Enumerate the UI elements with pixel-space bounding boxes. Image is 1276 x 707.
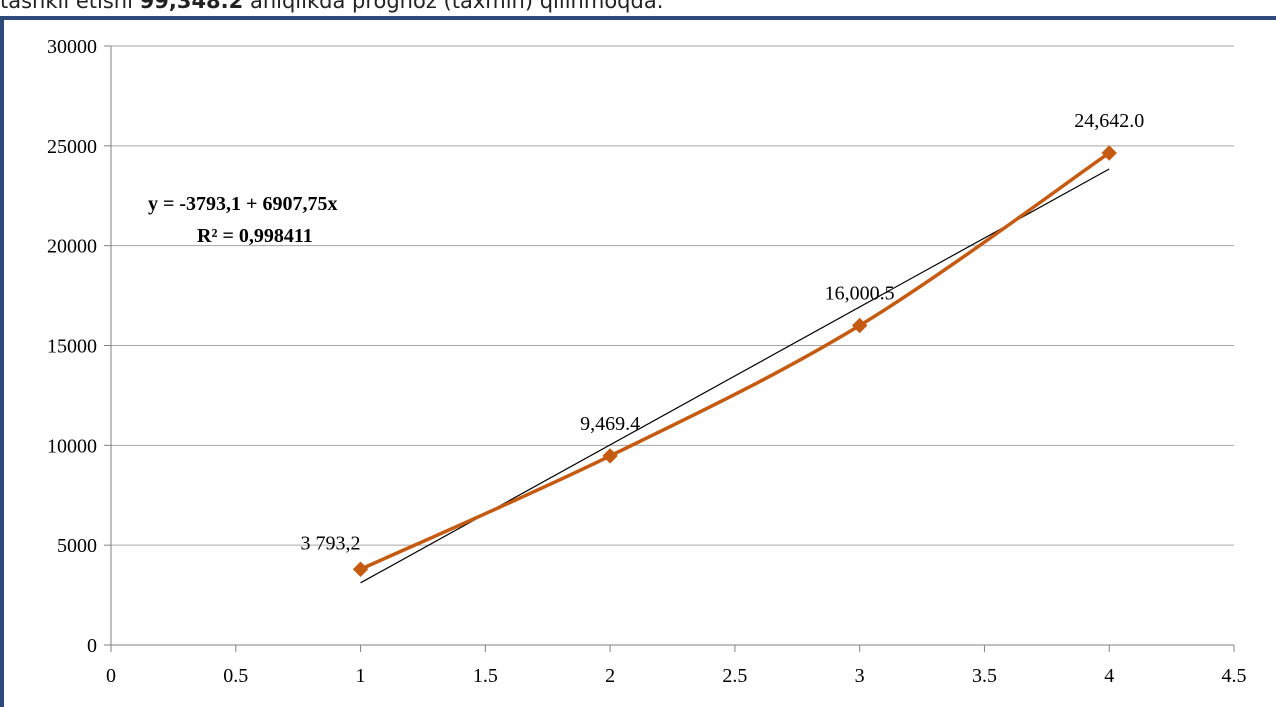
data-label-2: 9,469.4 (580, 413, 640, 435)
x-tick-label-1: 1 (356, 665, 366, 687)
x-tick-label-4.5: 4.5 (1222, 665, 1247, 687)
data-label-4: 24,642.0 (1074, 110, 1144, 132)
x-tick-label-4: 4 (1104, 665, 1114, 687)
series-group (352, 145, 1117, 577)
x-tick-label-3.5: 3.5 (972, 665, 997, 687)
series-line (359, 151, 1111, 571)
y-tick-label-0: 0 (87, 635, 97, 657)
data-point-1 (352, 561, 369, 577)
x-tick-label-0: 0 (106, 665, 116, 687)
y-tick-label-15000: 15000 (47, 336, 97, 358)
x-tick-label-1.5: 1.5 (473, 665, 498, 687)
intro-sentence: tashkil etishi 99,348.2 aniqlikda progno… (0, 0, 1276, 14)
y-tick-label-25000: 25000 (47, 136, 97, 158)
x-tick-label-2.5: 2.5 (722, 665, 747, 687)
data-label-1: 3 793,2 (301, 532, 361, 554)
x-tick-label-0.5: 0.5 (223, 665, 248, 687)
data-point-3 (851, 317, 868, 334)
equation-group: y = -3793,1 + 6907,75x R² = 0,998411 (148, 193, 337, 247)
y-tick-label-30000: 30000 (47, 36, 97, 58)
y-tick-label-10000: 10000 (47, 435, 97, 457)
axes (104, 45, 1235, 652)
x-tick-label-3: 3 (855, 665, 865, 687)
data-point-4 (1101, 145, 1117, 161)
trendline-equation: y = -3793,1 + 6907,75x (148, 193, 337, 215)
tick-labels: 0 5000 10000 15000 20000 25000 30000 0 0.5 1 1.5 2 2… (47, 36, 1247, 687)
intro-text-prefix: tashkil etishi (0, 0, 133, 13)
data-label-3: 16,000.5 (825, 283, 895, 305)
frame-left-border (0, 16, 4, 707)
y-tick-label-20000: 20000 (47, 236, 97, 258)
y-tick-label-5000: 5000 (57, 535, 97, 557)
intro-text-bold-value: 99,348.2 (139, 0, 244, 13)
data-point-2 (602, 448, 618, 464)
intro-text-suffix: aniqlikda prognoz (taxmin) qilinmoqda. (249, 0, 664, 13)
data-labels: 3 793,2 9,469.4 16,000.5 24,642.0 (301, 110, 1145, 554)
trendline-r-squared: R² = 0,998411 (197, 225, 313, 247)
x-tick-label-2: 2 (605, 665, 615, 687)
frame-top-border (0, 16, 1276, 20)
grid-lines (111, 45, 1234, 546)
